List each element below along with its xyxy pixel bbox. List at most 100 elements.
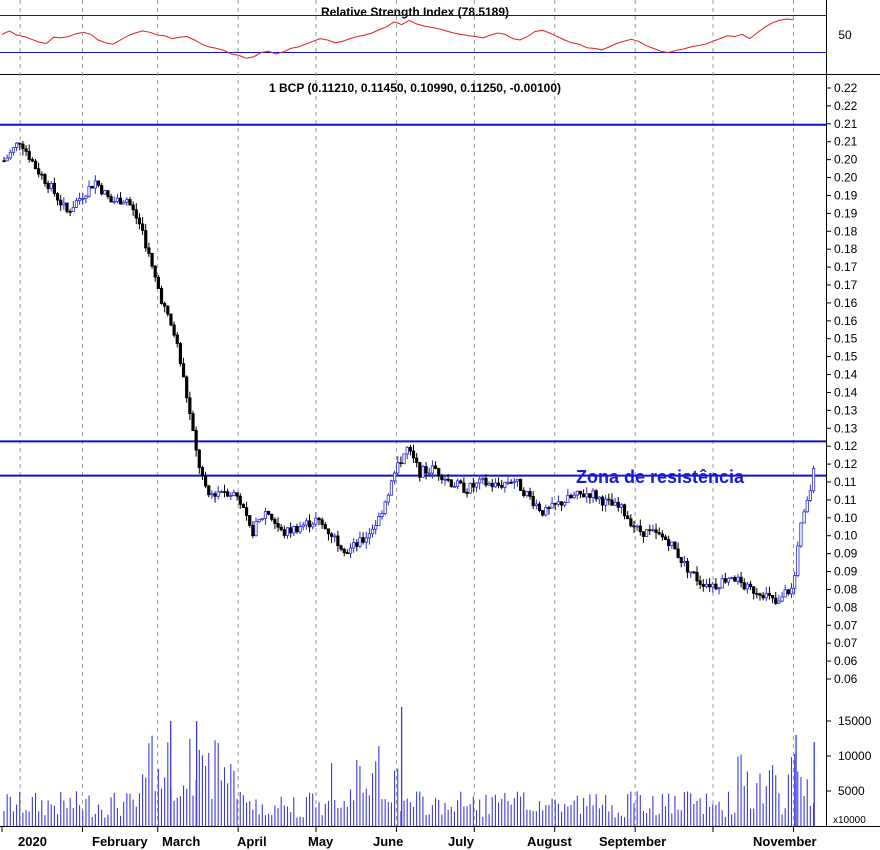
candle-body — [777, 600, 781, 604]
candle-body — [427, 472, 431, 475]
candles — [2, 141, 816, 606]
candle-body — [531, 495, 535, 507]
candle-body — [490, 482, 494, 488]
price-tick-label: 0.15 — [834, 332, 858, 346]
candle-body — [106, 190, 110, 197]
candle-body — [692, 571, 696, 574]
price-tick-label: 0.06 — [834, 654, 858, 668]
candle-body — [352, 542, 356, 549]
candle-body — [793, 575, 797, 589]
candle-body — [411, 450, 416, 459]
candle-body — [437, 468, 441, 476]
price-panel: 1 BCP (0.11210, 0.11450, 0.10990, 0.1125… — [0, 81, 826, 606]
price-tick-label: 0.11 — [834, 493, 857, 507]
candle-body — [150, 253, 154, 267]
candle-body — [487, 482, 491, 486]
price-tick-label: 0.12 — [834, 439, 858, 453]
candle-body — [714, 583, 718, 590]
candle-body — [93, 180, 97, 189]
candle-body — [377, 516, 381, 527]
candle-body — [153, 265, 157, 278]
candle-body — [103, 190, 107, 195]
candle-body — [87, 185, 91, 197]
candle-body — [358, 537, 362, 547]
candle-body — [783, 589, 787, 598]
candle-body — [326, 528, 331, 535]
candle-body — [156, 276, 160, 289]
candle-body — [758, 593, 762, 596]
price-tick-label: 0.22 — [834, 99, 858, 113]
candle-body — [364, 537, 368, 543]
candle-body — [49, 182, 53, 189]
candle-body — [796, 545, 800, 576]
candle-body — [610, 499, 614, 506]
candle-body — [90, 185, 94, 189]
candle-body — [780, 596, 784, 602]
candle-body — [648, 529, 652, 532]
candle-body — [213, 493, 217, 497]
month-label: July — [448, 834, 475, 849]
candle-body — [238, 495, 242, 505]
candle-body — [367, 533, 372, 539]
candle-body — [657, 532, 661, 535]
candle-body — [767, 592, 772, 596]
rsi-panel: Relative Strength Index (78.5189) 50 — [0, 5, 852, 59]
candle-body — [383, 501, 387, 514]
candle-body — [399, 462, 403, 465]
candle-body — [172, 324, 176, 336]
candle-body — [355, 542, 359, 547]
candle-body — [295, 525, 299, 533]
candle-body — [65, 202, 69, 212]
candle-body — [430, 465, 435, 474]
price-tick-label: 0.06 — [834, 672, 858, 686]
month-label: April — [237, 834, 267, 849]
candle-body — [509, 481, 513, 484]
candle-body — [169, 313, 173, 326]
candle-body — [559, 501, 564, 506]
candle-body — [203, 475, 208, 487]
candle-body — [745, 583, 750, 590]
volume-tick-label: 10000 — [838, 749, 872, 763]
price-tick-label: 0.21 — [834, 135, 858, 149]
candle-body — [118, 197, 123, 205]
candle-body — [131, 204, 135, 211]
price-tick-label: 0.19 — [834, 188, 858, 202]
candle-body — [166, 305, 170, 315]
price-tick-label: 0.09 — [834, 565, 858, 579]
volume-unit-label: x10000 — [833, 815, 866, 826]
price-tick-label: 0.18 — [834, 242, 858, 256]
candle-body — [689, 571, 693, 574]
candle-body — [197, 449, 201, 468]
candle-body — [336, 535, 340, 547]
candle-body — [185, 376, 189, 399]
candle-body — [96, 180, 101, 186]
candle-body — [210, 493, 214, 496]
candle-body — [59, 199, 63, 206]
candle-body — [673, 541, 677, 550]
price-tick-label: 0.17 — [834, 260, 858, 274]
candle-body — [761, 594, 765, 599]
candle-body — [52, 182, 57, 194]
candle-body — [342, 548, 346, 554]
candle-body — [2, 160, 6, 163]
candle-body — [695, 571, 699, 582]
candle-body — [263, 511, 268, 519]
rsi-tick-label: 50 — [838, 28, 852, 42]
candle-body — [704, 583, 709, 587]
candle-body — [55, 193, 60, 201]
candle-body — [771, 595, 775, 599]
candle-body — [418, 462, 422, 478]
candle-body — [276, 522, 280, 528]
candle-body — [685, 560, 690, 573]
volume-tick-label: 15000 — [838, 714, 872, 728]
candle-body — [613, 501, 617, 506]
candle-body — [244, 507, 249, 516]
candle-body — [582, 493, 586, 498]
candle-body — [811, 468, 816, 492]
candle-body — [348, 547, 353, 554]
candle-body — [408, 446, 412, 452]
candle-body — [443, 478, 447, 481]
candle-body — [446, 478, 450, 481]
candle-body — [232, 492, 236, 496]
candle-body — [248, 515, 252, 526]
